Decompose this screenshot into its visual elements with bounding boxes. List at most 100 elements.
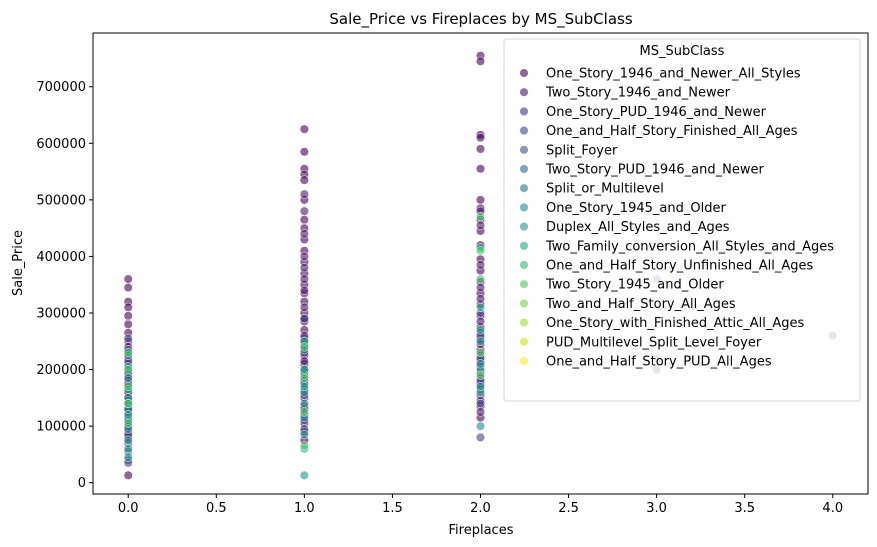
legend-entry-label: Two_Story_1946_and_Newer: [545, 86, 731, 101]
data-point: [475, 407, 486, 417]
data-point: [299, 441, 309, 451]
data-point: [299, 285, 309, 295]
data-point: [475, 144, 486, 154]
data-point: [123, 381, 133, 392]
legend-entry-label: One_Story_with_Finished_Attic_All_Ages: [546, 316, 805, 331]
data-point: [475, 348, 486, 358]
data-point: [475, 421, 486, 431]
data-point: [299, 430, 309, 440]
data-point: [475, 302, 486, 312]
legend-marker: [519, 337, 529, 347]
legend-entry-label: Two_Family_conversion_All_Styles_and_Age…: [545, 239, 834, 254]
data-point: [299, 189, 309, 199]
data-point: [123, 398, 133, 409]
legend-marker: [519, 68, 529, 78]
legend-marker: [519, 87, 529, 97]
legend-marker: [519, 318, 529, 328]
x-axis-ticks: 0.0 0.5 1.0 1.5 2.0 2.5 3.0 3.5 4.0: [118, 494, 843, 516]
data-point: [299, 365, 309, 375]
x-tick-label: 4.0: [822, 501, 843, 516]
x-tick-label: 0.0: [118, 501, 139, 516]
data-point: [123, 274, 133, 284]
legend-entry-label: Duplex_All_Styles_and_Ages: [546, 220, 730, 235]
legend-entry-label: One_Story_1946_and_Newer_All_Styles: [546, 67, 801, 82]
data-point: [123, 319, 133, 329]
legend-marker: [519, 356, 529, 366]
data-point: [299, 263, 309, 273]
data-point: [475, 246, 486, 256]
y-tick-label: 200000: [36, 363, 86, 378]
legend: MS_SubClass One_Story_1946_and_Newer_All…: [503, 38, 861, 402]
legend-marker: [519, 241, 529, 251]
y-tick-label: 100000: [36, 420, 86, 435]
data-point: [299, 124, 309, 134]
data-point: [475, 260, 486, 270]
data-point: [475, 195, 486, 205]
data-point: [475, 133, 486, 143]
x-tick-label: 3.0: [646, 501, 667, 516]
legend-entries: One_Story_1946_and_Newer_All_Styles Two_S…: [519, 67, 834, 370]
data-point: [475, 316, 486, 327]
data-point: [299, 407, 309, 417]
data-point: [299, 175, 309, 185]
legend-marker: [519, 260, 529, 270]
data-point: [123, 470, 133, 480]
legend-entry-label: Two_and_Half_Story_All_Ages: [545, 297, 736, 312]
data-point: [123, 418, 133, 428]
data-point: [475, 294, 486, 304]
data-point: [123, 444, 133, 454]
data-point: [299, 215, 309, 225]
data-point: [475, 359, 486, 369]
data-point: [299, 373, 309, 383]
data-point: [299, 342, 309, 352]
x-tick-label: 1.5: [382, 501, 403, 516]
data-point: [475, 336, 486, 346]
data-point: [123, 333, 133, 344]
legend-marker: [519, 106, 529, 116]
data-point: [123, 410, 133, 420]
legend-entry-label: Two_Story_1945_and_Older: [545, 278, 724, 293]
data-point: [299, 314, 309, 324]
data-point: [299, 356, 309, 366]
data-point: [475, 432, 486, 442]
y-axis-label: Sale_Price: [11, 230, 26, 296]
legend-entry-label: Split_Foyer: [546, 143, 618, 158]
legend-marker: [519, 145, 529, 155]
data-point: [299, 302, 309, 312]
y-tick-label: 400000: [36, 250, 86, 265]
data-point: [123, 452, 133, 462]
x-tick-label: 2.0: [470, 501, 491, 516]
legend-marker: [519, 126, 529, 136]
y-tick-label: 600000: [36, 137, 86, 152]
data-point: [123, 373, 133, 383]
x-axis-label: Fireplaces: [449, 523, 514, 538]
y-tick-label: 300000: [36, 306, 86, 321]
x-tick-label: 0.5: [206, 501, 227, 516]
data-point: [123, 365, 133, 375]
legend-entry-label: Split_or_Multilevel: [546, 182, 664, 197]
data-point: [299, 229, 309, 239]
y-tick-label: 700000: [36, 80, 86, 95]
chart-title: Sale_Price vs Fireplaces by MS_SubClass: [329, 10, 632, 29]
data-points: [123, 51, 838, 480]
data-point: [123, 311, 133, 321]
x-tick-label: 1.0: [294, 501, 315, 516]
legend-entry-label: One_Story_1945_and_Older: [546, 201, 726, 216]
data-point: [123, 302, 133, 312]
data-point: [475, 282, 486, 293]
legend-entry-label: One_and_Half_Story_PUD_All_Ages: [546, 355, 772, 370]
x-tick-label: 3.5: [734, 501, 755, 516]
legend-marker: [519, 164, 529, 174]
legend-marker: [519, 279, 529, 289]
data-point: [475, 274, 486, 284]
data-point: [299, 381, 309, 392]
y-tick-label: 500000: [36, 193, 86, 208]
data-point: [475, 56, 486, 66]
data-point: [475, 325, 486, 335]
data-point: [299, 206, 309, 216]
legend-entry-label: PUD_Multilevel_Split_Level_Foyer: [546, 335, 762, 350]
legend-entry-label: One_and_Half_Story_Finished_All_Ages: [546, 124, 798, 139]
data-point: [475, 381, 486, 392]
data-point: [475, 370, 486, 380]
